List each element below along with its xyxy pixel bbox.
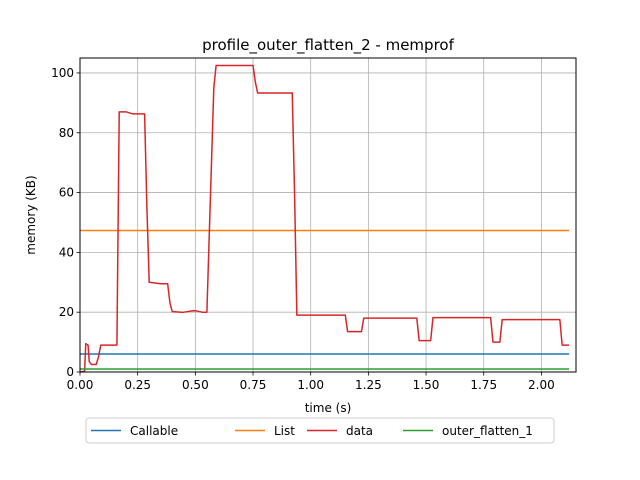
x-tick-label: 1.25 xyxy=(355,378,382,392)
y-tick-label: 20 xyxy=(59,305,74,319)
x-tick-label: 0.25 xyxy=(124,378,151,392)
x-tick-label: 0.75 xyxy=(240,378,267,392)
x-tick-label: 1.00 xyxy=(297,378,324,392)
legend-label: data xyxy=(346,424,373,438)
grid xyxy=(79,58,576,373)
x-tick-label: 0.00 xyxy=(67,378,94,392)
y-tick-label: 100 xyxy=(51,66,74,80)
y-tick-label: 60 xyxy=(59,186,74,200)
series-group xyxy=(79,64,570,373)
x-tick-label: 1.75 xyxy=(470,378,497,392)
y-tick-label: 80 xyxy=(59,126,74,140)
y-axis-label: memory (KB) xyxy=(24,175,38,254)
legend-label: List xyxy=(274,424,295,438)
series-line-data xyxy=(79,64,570,373)
y-tick-label: 0 xyxy=(66,365,74,379)
x-axis-label: time (s) xyxy=(305,401,352,415)
legend-label: Callable xyxy=(130,424,178,438)
plot-frame xyxy=(79,57,577,373)
x-axis: 0.00 0.25 0.50 0.75 1.00 1.25 1.50 1.75 2.00 xyxy=(67,372,555,392)
x-tick-label: 1.50 xyxy=(413,378,440,392)
legend: Callable List data outer_flatten_1 xyxy=(85,417,555,444)
legend-label: outer_flatten_1 xyxy=(442,424,533,438)
y-tick-label: 40 xyxy=(59,245,74,259)
y-axis: 0 20 40 60 80 100 xyxy=(51,66,80,379)
x-tick-label: 0.50 xyxy=(182,378,209,392)
chart-title: profile_outer_flatten_2 - memprof xyxy=(202,36,454,55)
x-tick-label: 2.00 xyxy=(528,378,555,392)
